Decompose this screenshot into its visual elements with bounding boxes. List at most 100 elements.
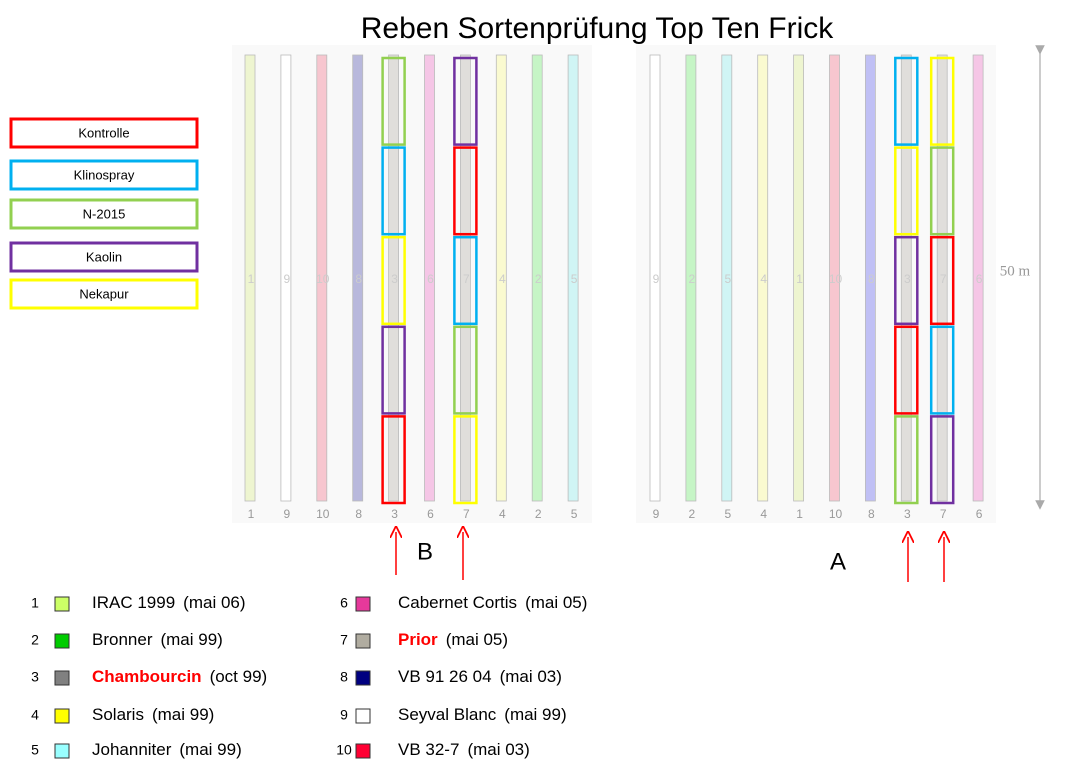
row-number: 3	[391, 272, 398, 286]
variety-number: 1	[31, 595, 39, 611]
row-strip	[495, 54, 507, 502]
row-strip	[936, 54, 948, 502]
row-strip	[352, 54, 364, 502]
row-number-bottom: 10	[316, 507, 330, 521]
row-strip	[793, 54, 804, 502]
variety-number: 9	[340, 707, 348, 723]
treatment-label: Klinospray	[74, 167, 135, 182]
variety-entry: Bronner (mai 99)	[92, 630, 223, 649]
variety-swatch	[54, 596, 70, 612]
treatment-label: Kontrolle	[78, 125, 129, 140]
variety-date: (mai 03)	[500, 667, 562, 686]
row-strip	[900, 54, 912, 502]
variety-date: (mai 99)	[152, 705, 214, 724]
row-number-bottom: 6	[976, 507, 983, 521]
row-strip	[280, 54, 292, 502]
variety-name: Bronner	[92, 630, 153, 649]
row-number-bottom: 2	[689, 507, 696, 521]
row-strip	[721, 54, 733, 502]
variety-name: Solaris	[92, 705, 144, 724]
variety-number: 6	[340, 595, 348, 611]
row-number-bottom: 6	[427, 507, 434, 521]
row-number-bottom: 7	[463, 507, 470, 521]
variety-entry: IRAC 1999 (mai 06)	[92, 593, 246, 612]
row-number: 1	[796, 272, 803, 286]
variety-date: (mai 05)	[446, 630, 508, 649]
row-number-bottom: 8	[355, 507, 362, 521]
treatment-label: Nekapur	[79, 286, 129, 301]
plot	[453, 325, 478, 415]
plot	[453, 146, 478, 236]
row-number-bottom: 4	[760, 507, 767, 521]
treatment-box	[9, 198, 199, 230]
row-strip	[531, 54, 543, 502]
row-number-bottom: 3	[904, 507, 911, 521]
row-number: 2	[689, 272, 696, 286]
row-strip	[865, 54, 876, 502]
field-label: A	[830, 548, 846, 575]
row-number: 6	[427, 272, 434, 286]
variety-swatch	[54, 633, 70, 649]
variety-entry: Solaris (mai 99)	[92, 705, 214, 724]
row-number: 3	[904, 272, 911, 286]
row-number-bottom: 9	[284, 507, 291, 521]
plot	[381, 325, 406, 415]
treatment-label: Kaolin	[86, 249, 122, 264]
variety-entry: Cabernet Cortis (mai 05)	[398, 593, 587, 612]
plot	[894, 415, 919, 505]
variety-name: VB 32-7	[398, 740, 459, 759]
variety-date: (mai 05)	[525, 593, 587, 612]
variety-date: (oct 99)	[210, 667, 268, 686]
plot	[929, 415, 955, 505]
variety-date: (mai 99)	[160, 630, 222, 649]
row-strip	[459, 54, 471, 502]
row-number: 10	[316, 272, 330, 286]
plot	[929, 325, 955, 415]
variety-number: 2	[31, 632, 39, 648]
treatment-box	[9, 278, 199, 310]
variety-entry: Seyval Blanc (mai 99)	[398, 705, 567, 724]
variety-swatch	[54, 670, 70, 686]
variety-number: 7	[340, 632, 348, 648]
variety-number: 8	[340, 669, 348, 685]
variety-entry: Chambourcin (oct 99)	[92, 667, 267, 686]
variety-name: Prior	[398, 630, 438, 649]
row-strip	[757, 54, 769, 502]
plot	[894, 325, 919, 415]
row-number-bottom: 2	[535, 507, 542, 521]
row-strip	[685, 54, 697, 502]
row-number: 5	[724, 272, 731, 286]
plot	[381, 146, 406, 236]
content: Kontrolle Klinospray N-2015 Kaolin Nekapur B 1…	[9, 54, 984, 759]
row-number: 10	[829, 272, 843, 286]
variety-entry: VB 32-7 (mai 03)	[398, 740, 530, 759]
treatment-box	[9, 241, 199, 273]
plot	[381, 235, 406, 326]
treatment-label: N-2015	[83, 206, 126, 221]
row-strip	[567, 54, 579, 502]
variety-name: IRAC 1999	[92, 593, 175, 612]
variety-entry: Johanniter (mai 99)	[92, 740, 242, 759]
row-strip	[388, 54, 400, 502]
variety-number: 4	[31, 707, 39, 723]
field-label: B	[417, 538, 433, 565]
row-number-bottom: 7	[940, 507, 947, 521]
variety-date: (mai 06)	[183, 593, 245, 612]
plot	[453, 235, 478, 326]
variety-swatch	[54, 708, 70, 724]
variety-swatch	[355, 708, 371, 724]
row-strip	[649, 54, 661, 502]
plot	[453, 415, 478, 505]
variety-name: Johanniter	[92, 740, 172, 759]
row-number: 9	[653, 272, 660, 286]
plot	[929, 146, 955, 236]
variety-swatch	[355, 670, 371, 686]
variety-swatch	[355, 633, 371, 649]
row-number: 6	[976, 272, 983, 286]
variety-date: (mai 03)	[467, 740, 529, 759]
row-number-bottom: 5	[724, 507, 731, 521]
row-number-bottom: 9	[653, 507, 660, 521]
variety-entry: Prior (mai 05)	[398, 630, 508, 649]
variety-date: (mai 99)	[504, 705, 566, 724]
